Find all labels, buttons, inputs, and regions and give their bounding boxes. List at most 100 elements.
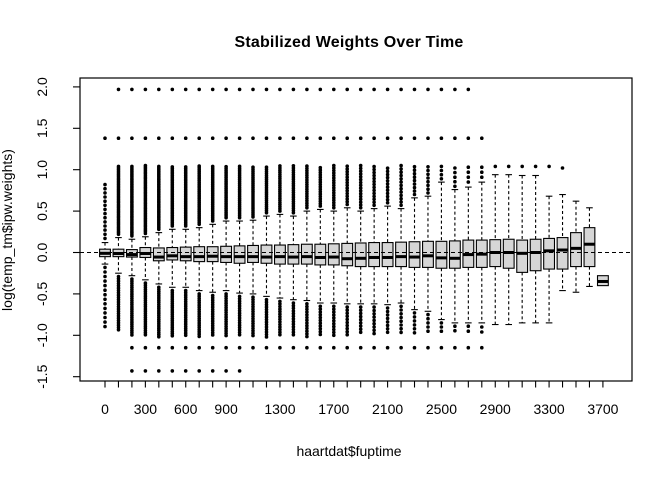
outlier-dot [103,324,107,329]
outlier-dot [372,167,376,172]
outlier-dot [345,345,350,350]
outlier-dot [372,312,376,316]
outlier-dot [264,312,269,317]
outlier-dot [399,326,403,331]
outlier-dot [466,180,471,184]
boxplot-median [301,255,313,259]
boxplot-median [180,255,192,259]
outlier-dot [103,224,107,228]
outlier-dot [358,163,363,168]
outlier-dot [278,330,282,335]
outlier-dot [399,167,403,171]
outlier-dot [439,172,444,177]
y-tick-label: 1.0 [34,160,50,180]
x-tick-label: 2500 [426,401,457,417]
outlier-dot [480,325,484,329]
boxplot-box [287,244,300,265]
outlier-dot [318,310,323,314]
outlier-dot [157,345,161,350]
outlier-dot [399,315,403,320]
outlier-dot [305,304,309,309]
boxplot-median [274,255,286,259]
outlier-dot [291,327,296,332]
outlier-dot [372,315,376,319]
outlier-dot [345,180,350,185]
outlier-dot [291,164,296,168]
outlier-dot [385,182,390,186]
boxplot-median [207,254,219,258]
boxplot-box [206,246,219,263]
outlier-dot [291,311,296,316]
outlier-dot [466,136,471,140]
outlier-dot [399,200,403,204]
outlier-dot [372,188,376,193]
outlier-dot [143,369,148,373]
boxplot-box [395,241,408,268]
boxplot-box [516,239,529,273]
outlier-dot [453,170,457,175]
outlier-dot [305,310,309,314]
outlier-dot [183,87,188,92]
outlier-dot [412,327,417,331]
x-tick-label: 1300 [264,401,295,417]
outlier-dot [385,197,390,202]
outlier-dot [251,333,255,338]
chart-title: Stabilized Weights Over Time [234,34,464,51]
outlier-dot [412,182,417,186]
outlier-dot [480,165,484,169]
outlier-dot [439,177,444,181]
outlier-dot [143,87,148,92]
outlier-dot [278,302,282,306]
outlier-dot [426,172,430,177]
outlier-dot [358,166,363,171]
outlier-dot [332,319,336,323]
boxplot-median [166,254,178,258]
outlier-dot [130,345,134,350]
outlier-dot [197,87,201,92]
outlier-dot [385,87,390,92]
outlier-dot [466,324,471,329]
outlier-dot [332,186,336,190]
boxplot-box [179,246,192,262]
outlier-dot [332,191,336,195]
outlier-dot [345,332,350,337]
outlier-dot [466,170,471,174]
outlier-dot [453,136,457,140]
outlier-dot [358,197,363,202]
outlier-dot [332,183,336,188]
outlier-dot [278,299,282,304]
outlier-dot [318,315,323,320]
outlier-dot [170,87,175,92]
outlier-dot [372,164,376,169]
outlier-dot [237,369,242,373]
outlier-dot [264,305,269,309]
outlier-dot [224,136,228,140]
outlier-dot [426,345,430,350]
outlier-dot [372,345,376,350]
outlier-dot [210,345,215,350]
outlier-dot [305,321,309,325]
outlier-dot [237,87,242,92]
outlier-dot [224,345,228,350]
outlier-dot [426,165,430,169]
outlier-dot [358,183,363,188]
boxplot-box [273,244,286,265]
outlier-dot [103,211,107,216]
outlier-dot [358,200,363,204]
outlier-dot [103,232,107,237]
outlier-dot [399,203,403,208]
x-tick-label: 900 [214,401,238,417]
outlier-dot [332,201,336,205]
outlier-dot [480,170,484,174]
outlier-dot [372,194,376,199]
outlier-dot [264,325,269,329]
outlier-dot [278,317,282,322]
outlier-dot [305,334,309,339]
outlier-dot [170,136,175,140]
outlier-dot [318,345,323,350]
outlier-dot [170,345,175,350]
y-tick-label: -0.5 [34,282,50,306]
boxplot-box [166,246,179,261]
outlier-dot [426,325,430,329]
